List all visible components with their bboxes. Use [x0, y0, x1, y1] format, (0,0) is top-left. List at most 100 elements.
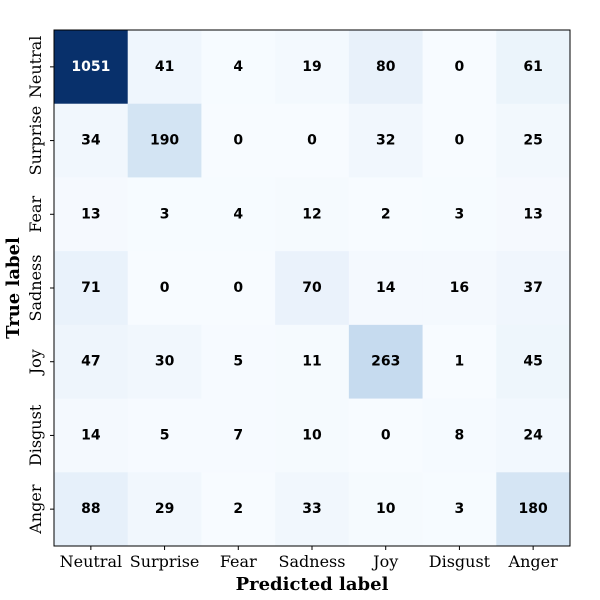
heatmap-cell [348, 103, 424, 178]
cell-value-label: 180 [519, 501, 548, 517]
heatmap-cell [348, 472, 424, 547]
y-tick-label: Anger [26, 484, 45, 535]
heatmap-cell [348, 30, 424, 105]
x-tick-label: Sadness [279, 552, 346, 571]
heatmap-cell [422, 251, 497, 326]
cell-value-label: 37 [523, 280, 542, 296]
cell-value-label: 33 [302, 501, 321, 517]
cell-value-label: 88 [81, 501, 100, 517]
cell-value-label: 2 [381, 206, 391, 222]
x-tick-label: Disgust [429, 552, 491, 571]
cell-value-label: 1051 [71, 59, 110, 75]
cell-value-label: 3 [160, 206, 170, 222]
y-tick-label: Surprise [26, 106, 45, 176]
heatmap-cell [275, 103, 350, 178]
y-tick-label: Neutral [26, 36, 45, 99]
heatmap-cell [496, 472, 571, 547]
cell-value-label: 4 [233, 206, 243, 222]
cell-value-label: 5 [160, 427, 170, 443]
cell-value-label: 0 [233, 280, 243, 296]
heatmap-cell [54, 251, 129, 326]
heatmap-cell [127, 472, 202, 547]
cell-value-label: 10 [376, 501, 396, 517]
heatmap-cell [201, 398, 276, 473]
cell-value-label: 45 [523, 354, 542, 370]
y-tick-label: Fear [26, 195, 45, 232]
heatmap-cell [275, 30, 350, 105]
heatmap-cell [496, 398, 571, 473]
heatmap-cell [496, 30, 571, 105]
heatmap-cell [127, 251, 202, 326]
cell-value-label: 14 [376, 280, 396, 296]
cell-value-label: 0 [381, 427, 391, 443]
heatmap-cell [275, 472, 350, 547]
cell-value-label: 190 [150, 133, 179, 149]
cell-value-label: 0 [455, 133, 465, 149]
cell-value-label: 5 [233, 354, 243, 370]
cell-value-label: 0 [160, 280, 170, 296]
heatmap-cell [348, 251, 424, 326]
y-axis-ticks: Neutral Surprise Fear Sadness Joy Disgust Ange… [26, 36, 54, 535]
cell-value-label: 1 [455, 354, 465, 370]
cell-value-label: 3 [455, 501, 465, 517]
cell-value-label: 0 [233, 133, 243, 149]
x-axis-ticks: Neutral Surprise Fear Sadness Joy Disgust Ange… [60, 546, 559, 571]
heatmap-cell [54, 472, 129, 547]
heatmap-cell [422, 324, 497, 400]
heatmap-cell [127, 30, 202, 105]
heatmap-cell [275, 251, 350, 326]
heatmap-cell [348, 398, 424, 473]
heatmap-cell [201, 472, 276, 547]
heatmap-cell [201, 251, 276, 326]
cell-value-label: 61 [523, 59, 542, 75]
heatmap-cell [275, 324, 350, 400]
cell-value-label: 3 [455, 206, 465, 222]
x-axis-title: Predicted label [236, 574, 389, 595]
cell-value-label: 41 [155, 59, 174, 75]
heatmap-cell [127, 103, 202, 178]
cell-value-label: 16 [450, 280, 469, 296]
heatmap-cell [348, 324, 424, 400]
cell-value-label: 11 [302, 354, 321, 370]
heatmap-cell [54, 177, 129, 252]
cell-value-label: 24 [523, 427, 543, 443]
cell-value-label: 30 [155, 354, 175, 370]
cell-value-label: 7 [233, 427, 243, 443]
heatmap-cell [422, 398, 497, 473]
y-tick-label: Disgust [26, 404, 45, 466]
heatmap-cell [127, 177, 202, 252]
cell-value-label: 19 [302, 59, 321, 75]
heatmap-cell [422, 472, 497, 547]
cell-value-label: 47 [81, 354, 100, 370]
heatmap-cell [422, 30, 497, 105]
heatmap-cell [496, 324, 571, 400]
heatmap-cell [54, 398, 129, 473]
heatmap-cell [127, 398, 202, 473]
heatmap-cell [127, 324, 202, 400]
cell-value-label: 0 [307, 133, 317, 149]
cell-value-label: 13 [523, 206, 542, 222]
cell-value-label: 32 [376, 133, 395, 149]
cell-value-label: 14 [81, 427, 101, 443]
heatmap-cell [201, 177, 276, 252]
heatmap-cell [201, 103, 276, 178]
x-tick-label: Surprise [130, 552, 200, 571]
cell-value-label: 29 [155, 501, 174, 517]
y-tick-label: Sadness [26, 255, 45, 322]
heatmap-cell [496, 251, 571, 326]
cell-value-label: 34 [81, 133, 101, 149]
cell-value-label: 80 [376, 59, 396, 75]
cell-value-label: 2 [233, 501, 243, 517]
y-axis-title: True label [3, 237, 24, 339]
cell-value-label: 8 [455, 427, 465, 443]
heatmap-cell [201, 30, 276, 105]
heatmap-cell [422, 103, 497, 178]
cell-value-label: 10 [302, 427, 322, 443]
cell-value-label: 25 [523, 133, 542, 149]
x-tick-label: Anger [508, 552, 559, 571]
heatmap-cell [275, 177, 350, 252]
cell-value-label: 13 [81, 206, 100, 222]
cell-value-label: 70 [302, 280, 322, 296]
